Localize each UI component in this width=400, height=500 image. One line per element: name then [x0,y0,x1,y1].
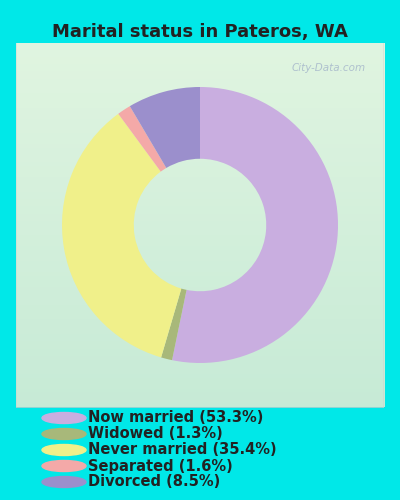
Wedge shape [130,87,200,168]
Text: Now married (53.3%): Now married (53.3%) [88,410,263,426]
Circle shape [42,460,86,471]
Circle shape [42,444,86,456]
Wedge shape [161,288,186,360]
Text: Never married (35.4%): Never married (35.4%) [88,442,277,458]
Text: Divorced (8.5%): Divorced (8.5%) [88,474,220,490]
Text: Marital status in Pateros, WA: Marital status in Pateros, WA [52,22,348,40]
Circle shape [42,412,86,424]
Text: City-Data.com: City-Data.com [292,63,366,73]
Wedge shape [172,87,338,363]
Text: Separated (1.6%): Separated (1.6%) [88,458,233,473]
Text: Widowed (1.3%): Widowed (1.3%) [88,426,223,442]
Wedge shape [118,106,166,172]
Wedge shape [62,114,181,358]
Circle shape [42,428,86,440]
Circle shape [42,476,86,488]
